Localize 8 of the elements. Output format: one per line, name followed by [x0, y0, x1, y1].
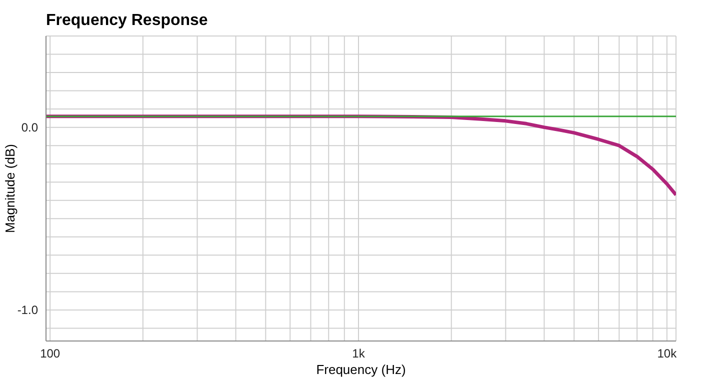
y-tick-label: 0.0: [21, 120, 38, 135]
x-tick-label: 100: [40, 346, 60, 361]
chart-title: Frequency Response: [46, 12, 208, 30]
x-tick-label: 1k: [352, 346, 366, 361]
x-tick-label: 10k: [657, 346, 678, 361]
x-axis-title: Frequency (Hz): [316, 362, 406, 377]
y-tick-label: -1.0: [17, 303, 38, 318]
y-axis-title: Magnitude (dB): [2, 144, 18, 233]
